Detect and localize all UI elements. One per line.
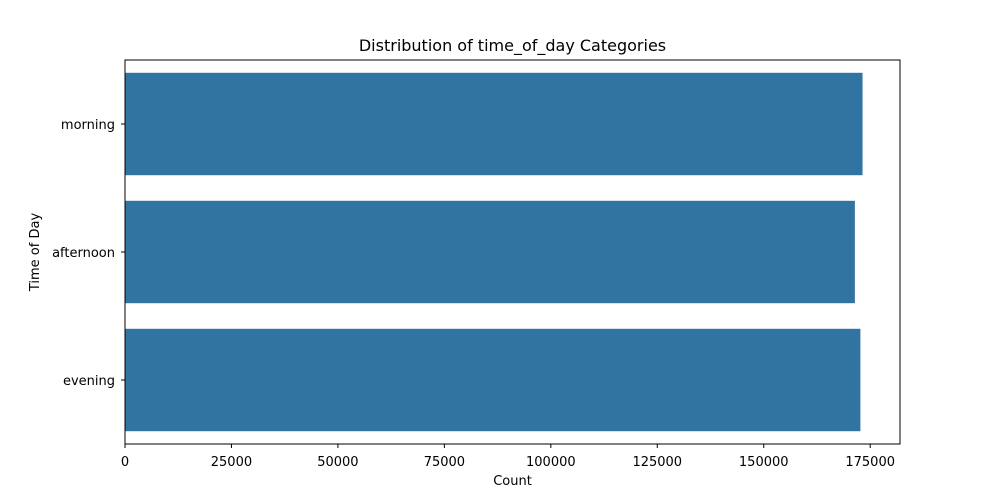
y-tick-label: morning: [61, 118, 115, 133]
x-tick-label: 175000: [845, 455, 895, 470]
chart-title: Distribution of time_of_day Categories: [359, 36, 666, 56]
x-axis: 0 25000 50000 75000 100000 125000 150000 175000: [121, 444, 895, 470]
y-axis-label: Time of Day: [28, 213, 43, 293]
y-axis: morning afternoon evening: [52, 118, 125, 389]
x-tick-label: 125000: [632, 455, 682, 470]
x-tick-label: 100000: [526, 455, 576, 470]
x-tick-label: 0: [121, 455, 129, 470]
y-tick-label: afternoon: [52, 246, 115, 261]
bar-evening: [125, 328, 861, 432]
bars-group: [125, 72, 863, 432]
bar-morning: [125, 72, 863, 176]
x-tick-label: 75000: [424, 455, 465, 470]
x-tick-label: 25000: [211, 455, 252, 470]
x-tick-label: 150000: [739, 455, 789, 470]
x-axis-label: Count: [493, 474, 532, 489]
x-tick-label: 50000: [317, 455, 358, 470]
y-tick-label: evening: [63, 374, 115, 389]
bar-afternoon: [125, 200, 855, 304]
